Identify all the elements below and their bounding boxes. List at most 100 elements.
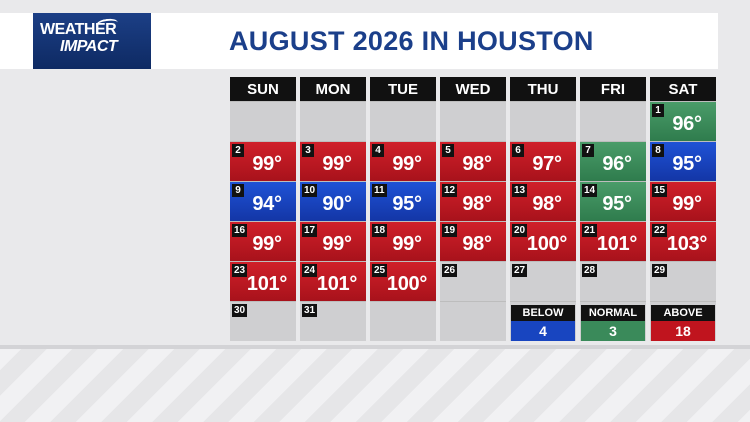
day-number: 27	[512, 264, 528, 277]
day-cell: 3 99°	[300, 141, 366, 181]
day-high-temp: 99°	[252, 233, 282, 255]
day-high-temp: 95°	[602, 193, 632, 215]
day-number: 22	[652, 224, 668, 237]
day-number: 13	[512, 184, 528, 197]
day-cell: 27	[510, 261, 576, 301]
day-number: 25	[372, 264, 388, 277]
day-cell: 23 101°	[230, 261, 296, 301]
day-cell: 20 100°	[510, 221, 576, 261]
day-cell: 15 99°	[650, 181, 716, 221]
day-number: 17	[302, 224, 318, 237]
day-cell: 10 90°	[300, 181, 366, 221]
day-number: 1	[652, 104, 664, 117]
day-number: 8	[652, 144, 664, 157]
day-cell: 30	[230, 301, 296, 341]
day-high-temp: 99°	[322, 233, 352, 255]
summary-normal-label: NORMAL	[581, 305, 645, 321]
day-cell: 25 100°	[370, 261, 436, 301]
day-number: 24	[302, 264, 318, 277]
calendar-empty-cell	[370, 101, 436, 141]
weekday-wed: WED	[440, 77, 506, 101]
day-high-temp: 98°	[462, 233, 492, 255]
weekday-sun: SUN	[230, 77, 296, 101]
day-cell: 29	[650, 261, 716, 301]
day-high-temp: 99°	[392, 153, 422, 175]
weekday-fri: FRI	[580, 77, 646, 101]
day-cell: 12 98°	[440, 181, 506, 221]
day-cell: 28	[580, 261, 646, 301]
day-high-temp: 98°	[532, 193, 562, 215]
day-cell: 26	[440, 261, 506, 301]
day-cell: 8 95°	[650, 141, 716, 181]
day-cell: 11 95°	[370, 181, 436, 221]
calendar-empty-cell	[300, 101, 366, 141]
day-high-temp: 98°	[462, 153, 492, 175]
day-number: 15	[652, 184, 668, 197]
page-title: AUGUST 2026 IN HOUSTON	[229, 26, 594, 56]
weekday-tue: TUE	[370, 77, 436, 101]
calendar-empty-cell	[370, 301, 436, 341]
summary-above: ABOVE 18	[650, 301, 716, 341]
day-cell: 4 99°	[370, 141, 436, 181]
calendar-empty-cell	[440, 101, 506, 141]
day-number: 9	[232, 184, 244, 197]
day-high-temp: 103°	[666, 233, 708, 255]
day-cell: 9 94°	[230, 181, 296, 221]
day-number: 18	[372, 224, 388, 237]
day-number: 3	[302, 144, 314, 157]
summary-below-label: BELOW	[511, 305, 575, 321]
day-number: 26	[442, 264, 458, 277]
day-number: 6	[512, 144, 524, 157]
summary-above-count: 18	[651, 321, 715, 341]
day-cell: 24 101°	[300, 261, 366, 301]
day-number: 28	[582, 264, 598, 277]
day-number: 29	[652, 264, 668, 277]
day-number: 16	[232, 224, 248, 237]
day-number: 31	[302, 304, 318, 317]
weather-impact-logo: WEATHER IMPACT	[33, 13, 151, 69]
day-high-temp: 99°	[392, 233, 422, 255]
summary-normal-count: 3	[581, 321, 645, 341]
day-high-temp: 94°	[252, 193, 282, 215]
day-high-temp: 98°	[462, 193, 492, 215]
day-number: 2	[232, 144, 244, 157]
logo-line2: IMPACT	[60, 38, 118, 55]
summary-below: BELOW 4	[510, 301, 576, 341]
day-number: 12	[442, 184, 458, 197]
day-cell: 21 101°	[580, 221, 646, 261]
day-number: 5	[442, 144, 454, 157]
summary-below-count: 4	[511, 321, 575, 341]
day-number: 19	[442, 224, 458, 237]
day-high-temp: 96°	[602, 153, 632, 175]
day-high-temp: 101°	[316, 273, 358, 295]
weekday-mon: MON	[300, 77, 366, 101]
day-cell: 17 99°	[300, 221, 366, 261]
day-cell: 22 103°	[650, 221, 716, 261]
day-high-temp: 95°	[392, 193, 422, 215]
day-number: 21	[582, 224, 598, 237]
summary-normal: NORMAL 3	[580, 301, 646, 341]
day-high-temp: 96°	[672, 113, 702, 135]
day-cell: 6 97°	[510, 141, 576, 181]
day-number: 20	[512, 224, 528, 237]
day-number: 10	[302, 184, 318, 197]
day-cell: 1 96°	[650, 101, 716, 141]
day-number: 14	[582, 184, 598, 197]
weekday-sat: SAT	[650, 77, 716, 101]
day-number: 4	[372, 144, 384, 157]
day-high-temp: 97°	[532, 153, 562, 175]
background-stripes	[0, 345, 750, 422]
day-number: 30	[232, 304, 248, 317]
logo-line1: WEATHER	[40, 21, 117, 38]
day-cell: 5 98°	[440, 141, 506, 181]
day-high-temp: 100°	[526, 233, 568, 255]
day-high-temp: 101°	[596, 233, 638, 255]
calendar-empty-cell	[580, 101, 646, 141]
day-cell: 14 95°	[580, 181, 646, 221]
day-number: 11	[372, 184, 387, 197]
day-cell: 7 96°	[580, 141, 646, 181]
day-high-temp: 99°	[322, 153, 352, 175]
day-high-temp: 99°	[672, 193, 702, 215]
calendar-empty-cell	[230, 101, 296, 141]
